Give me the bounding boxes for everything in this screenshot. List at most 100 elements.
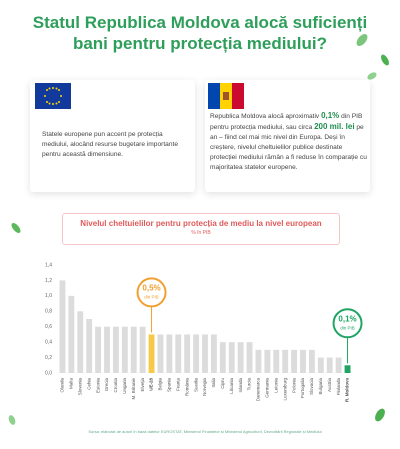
x-tick-label: Slovacia [309,378,314,396]
y-tick-label: 0,6 [45,324,52,330]
text-part: Statele europene pun accent pe protecția… [42,131,178,158]
bar [139,326,146,373]
bar [210,334,217,373]
x-tick-label: Spania [167,378,172,393]
bar [308,349,315,373]
x-tick-label: Italia [211,378,216,388]
x-tick-label: Luxemburg [282,378,287,401]
leaf [8,415,16,425]
x-tick-label: Croatia [113,378,118,393]
bar [219,342,226,373]
bar [112,326,119,373]
x-tick-label: Islanda [238,378,243,393]
x-tick-label: Finlanda [336,378,341,396]
x-tick-label: Malta [69,378,74,390]
chart: 0,0 0,2 0,4 0,6 0,8 1,0 1,2 1,4 Olanda Malta Slove… [45,262,363,402]
x-tick-label: Austria [327,378,332,393]
bar [202,334,208,373]
bar [326,357,333,373]
chart-title: Nivelul cheltuielilor pentru protecția d… [80,219,322,228]
bar [264,349,271,373]
leaf [381,54,389,66]
bar [237,342,244,373]
value-label: 0,5% [142,283,160,292]
x-tick-label: R. Moldova [345,378,350,402]
text-part: Republica Moldova alocă aproximativ [210,113,322,120]
x-tick-label: Suedia [193,378,198,393]
x-tick-label: Lituania [229,378,234,394]
bar [335,357,342,373]
x-tick-label: Elveția [140,378,145,392]
x-tick-label: România [184,378,189,397]
x-tick-label: Ungaria [122,378,127,394]
x-tick-label: Portugalia [300,378,305,399]
leaf [356,34,368,46]
card-text: Republica Moldova alocă aproximativ 0,1%… [210,111,367,173]
y-tick-label: 0,8 [45,309,52,315]
bar [86,319,93,373]
bar [317,357,324,373]
bar [228,342,235,373]
leaf [367,72,377,80]
bar [157,334,164,373]
source: Sursa: elaborat de autori în baza datelo… [88,429,322,434]
value-label: 0,1% [338,314,356,323]
callout [332,308,363,339]
bar [184,334,191,373]
y-tick-label: 1,2 [45,278,52,284]
x-tick-label: UE-28 [149,378,154,391]
x-tick-label: Slovenia [77,378,82,396]
x-tick-label: Estonia [95,378,100,394]
bar [148,334,155,373]
page-title: Statul Republica Moldova alocă suficienț… [32,13,368,53]
bar [59,280,66,373]
y-tick-label: 1,0 [45,293,52,299]
x-tick-label: Cipru [220,378,225,389]
text-highlight: 200 mil. lei [314,122,355,131]
x-tick-label: Bulgaria [318,378,323,395]
bar [291,349,298,373]
text-part: pe an – fiind cel mai mic nivel din Euro… [210,124,367,171]
bar [175,334,182,373]
y-tick-label: 1,4 [45,262,52,268]
text-part: din PIB pentru protecția mediului, sau c… [210,113,363,131]
leaf [11,223,21,233]
value-label-note: din PIB [144,294,159,299]
bar [166,334,173,373]
x-tick-label: M. Britanie [131,378,136,400]
md-flag [208,83,244,109]
x-tick-label: Letonia [273,378,278,393]
x-tick-label: Polonia [291,378,296,394]
chart-subtitle: % în PIB [191,230,211,236]
x-tick-label: Norvegia [202,378,207,397]
card: Statele europene pun accent pe protecția… [30,80,195,192]
card: Republica Moldova alocă aproximativ 0,1%… [205,80,370,192]
x-tick-label: Grecia [104,378,109,392]
leaf [375,408,385,422]
bar [104,326,110,373]
bar [344,365,351,373]
card-text: Statele europene pun accent pe protecția… [42,130,187,160]
x-tick-label: Germania [265,378,270,398]
bar [255,349,262,373]
bar [77,311,84,373]
chart-title-box: Nivelul cheltuielilor pentru protecția d… [62,213,340,245]
x-tick-label: Turcia [247,378,252,391]
bar [68,295,75,373]
y-tick-label: 0,0 [45,370,52,376]
value-label-note: din PIB [340,325,355,330]
text-highlight: 0,1% [321,111,340,120]
x-tick-label: Cehia [86,378,91,390]
bar [300,349,306,373]
bar [95,326,102,373]
y-tick-label: 0,2 [45,355,52,361]
callout [136,277,167,308]
bar [273,349,280,373]
y-tick-label: 0,4 [45,339,52,345]
x-tick-label: Franța [175,378,180,392]
x-tick-label: Olanda [60,378,65,393]
eu-flag [35,83,71,109]
bar [121,326,128,373]
